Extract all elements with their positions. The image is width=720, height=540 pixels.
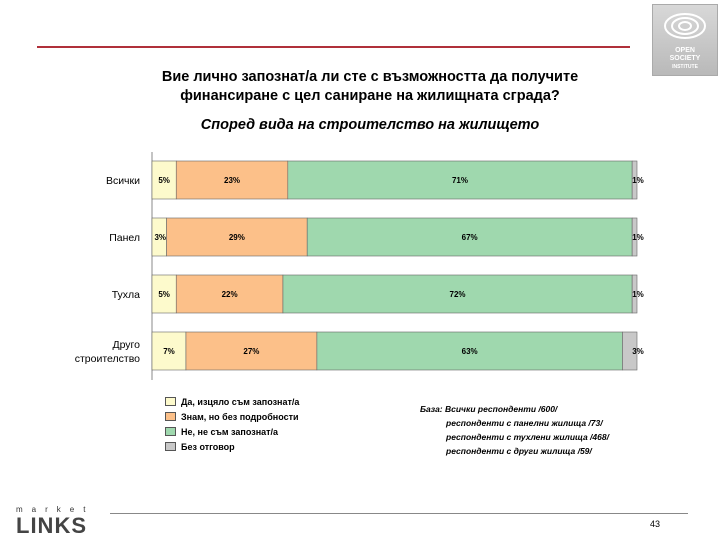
brand-small-text: market xyxy=(16,505,95,514)
legend-label: Без отговор xyxy=(181,441,235,452)
bar-segment xyxy=(151,274,177,314)
logo-line-3: INSTITUTE xyxy=(672,64,698,70)
base-note: База: Всички респонденти /600/ респонден… xyxy=(420,402,609,458)
legend-swatch xyxy=(165,412,176,421)
spiral-icon xyxy=(664,13,706,39)
title-line-2: финансиране с цел саниране на жилищната … xyxy=(180,88,560,104)
bar-segment xyxy=(622,331,638,371)
logo-line-1: OPEN xyxy=(675,47,695,54)
title-line-1: Вие лично запознат/а ли сте с възможност… xyxy=(161,69,579,85)
bar-segment xyxy=(631,274,638,314)
category-label: Друго xyxy=(112,339,140,351)
bar-segment xyxy=(166,217,308,257)
legend-item-not-aware: Не, не съм запознат/а xyxy=(165,424,299,439)
legend-swatch xyxy=(165,442,176,451)
legend-label: Не, не съм запознат/а xyxy=(181,426,279,437)
legend-item-no-answer: Без отговор xyxy=(165,439,299,454)
bar-segment xyxy=(175,160,289,200)
data-label: 1% xyxy=(632,290,644,299)
bar-segment xyxy=(175,274,284,314)
data-label: 29% xyxy=(229,233,245,242)
page-number: 43 xyxy=(650,519,661,529)
chart-subtitle: Според вида на строителство на жилището xyxy=(200,117,540,133)
legend-label: Да, изцяло съм запознат/а xyxy=(181,396,300,407)
data-label: 3% xyxy=(154,233,166,242)
data-label: 3% xyxy=(632,347,644,356)
legend-label: Знам, но без подробности xyxy=(181,411,299,422)
category-label: Панел xyxy=(109,232,140,244)
bottom-rule xyxy=(110,513,688,514)
base-note-line: респонденти с панелни жилища /73/ xyxy=(446,418,603,428)
base-note-line: респонденти с други жилища /59/ xyxy=(446,446,592,456)
brand-big-text: LINKS xyxy=(16,513,87,538)
data-label: 22% xyxy=(222,290,238,299)
top-accent-rule xyxy=(37,46,630,48)
legend: Да, изцяло съм запознат/а Знам, но без п… xyxy=(165,394,299,454)
data-label: 67% xyxy=(462,233,478,242)
legend-item-know-no-details: Знам, но без подробности xyxy=(165,409,299,424)
bar-segment xyxy=(316,331,623,371)
bar-segment xyxy=(631,217,638,257)
data-label: 63% xyxy=(462,347,478,356)
bar-segment xyxy=(282,274,633,314)
legend-swatch xyxy=(165,427,176,436)
bar-segment xyxy=(287,160,633,200)
legend-item-fully-aware: Да, изцяло съм запознат/а xyxy=(165,394,299,409)
category-label: Всички xyxy=(106,175,140,187)
bar-segment xyxy=(631,160,638,200)
data-label: 23% xyxy=(224,176,240,185)
chart-title: Вие лично запознат/а ли сте с възможност… xyxy=(120,68,620,106)
bar-segment xyxy=(306,217,633,257)
data-label: 1% xyxy=(632,176,644,185)
data-label: 5% xyxy=(158,176,170,185)
data-label: 71% xyxy=(452,176,468,185)
data-label: 72% xyxy=(450,290,466,299)
market-links-logo: market LINKS xyxy=(16,505,106,538)
bar-segment xyxy=(151,331,187,371)
data-label: 27% xyxy=(243,347,259,356)
base-note-line: респонденти с тухлени жилища /468/ xyxy=(446,432,609,442)
data-label: 5% xyxy=(158,290,170,299)
category-label: строителство xyxy=(75,353,140,365)
bar-segment xyxy=(151,160,177,200)
category-label: Тухла xyxy=(112,289,140,301)
logo-line-2: SOCIETY xyxy=(669,55,701,62)
open-society-logo: OPEN SOCIETY INSTITUTE xyxy=(652,4,718,76)
base-note-line: База: Всички респонденти /600/ xyxy=(420,404,558,414)
bar-segment xyxy=(185,331,318,371)
legend-swatch xyxy=(165,397,176,406)
data-label: 7% xyxy=(163,347,175,356)
data-label: 1% xyxy=(632,233,644,242)
